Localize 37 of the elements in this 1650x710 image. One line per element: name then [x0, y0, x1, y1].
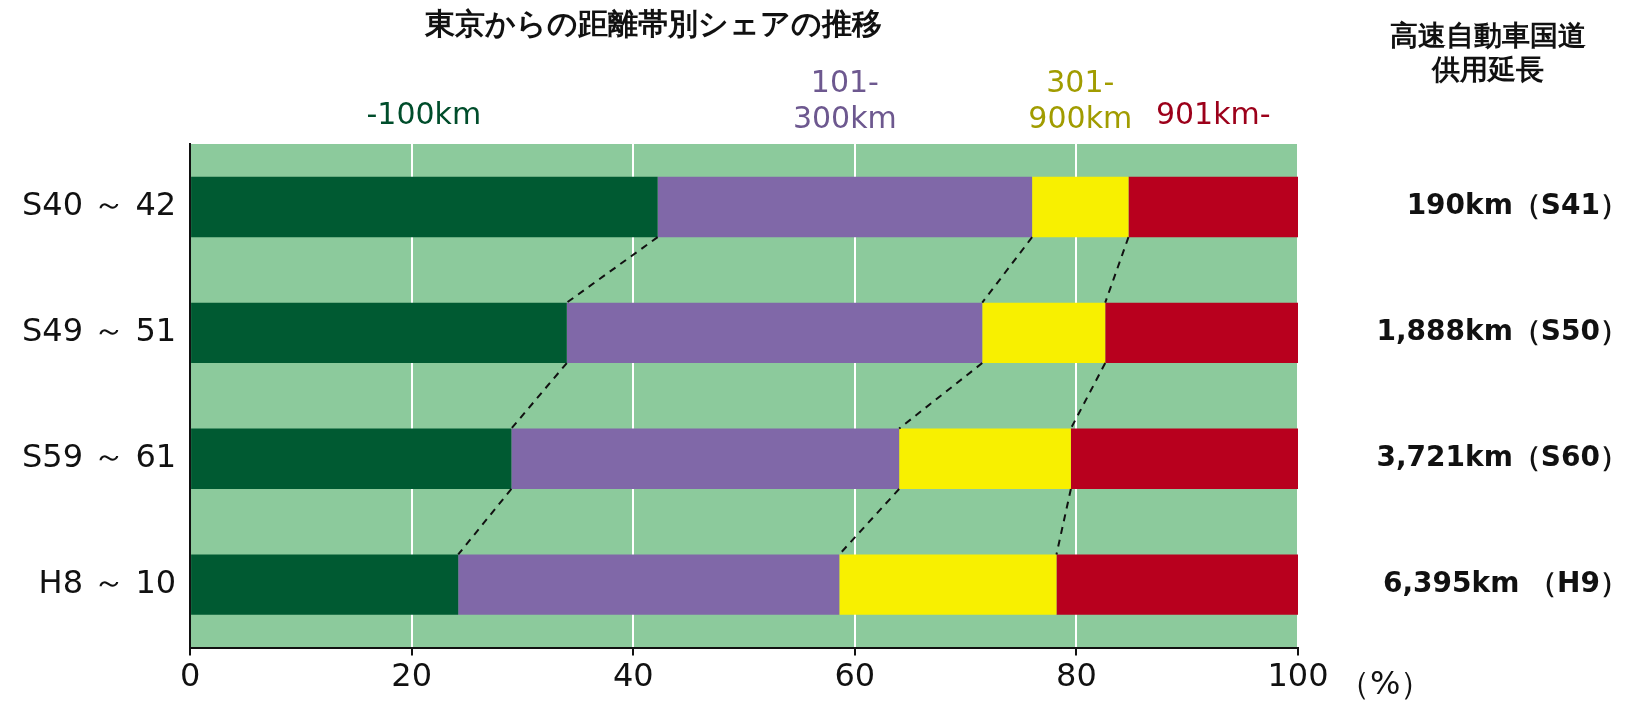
x-tick-label: 60 — [834, 656, 876, 695]
bar — [458, 554, 840, 615]
bar — [511, 428, 900, 489]
text: 6,395km （H9） — [1382, 565, 1628, 599]
text: 190km（S41） — [1406, 188, 1628, 222]
bar — [1032, 176, 1129, 238]
bar — [982, 302, 1106, 364]
bar — [191, 176, 658, 238]
x-tick-label: 100 — [1267, 656, 1329, 695]
bar — [566, 302, 983, 364]
bar — [191, 302, 567, 364]
text: 3,721km（S60） — [1376, 440, 1628, 474]
bar — [1056, 554, 1298, 615]
bar — [191, 554, 459, 615]
text: 1,888km（S50） — [1376, 314, 1628, 348]
bar — [1105, 302, 1298, 364]
x-tick-label: 0 — [179, 656, 201, 695]
bar — [657, 176, 1033, 238]
x-tick-label: 20 — [391, 656, 433, 695]
series-label: 901km- — [1155, 96, 1271, 131]
bar — [191, 428, 512, 489]
bar — [839, 554, 1057, 615]
bar — [1070, 428, 1298, 489]
text: 高速自動車国道供用延長 — [1390, 19, 1586, 87]
series-label: -100km — [366, 96, 482, 131]
bar — [899, 428, 1071, 489]
chart-title: 東京からの距離帯別シェアの推移 — [423, 5, 882, 41]
series-label: 101- 300km — [792, 64, 897, 135]
x-axis-title: （%） — [1338, 663, 1433, 702]
series-label: 301- 900km — [1028, 64, 1133, 135]
x-tick-label: 40 — [612, 656, 654, 695]
y-tick-label: S59 ～ 61 — [22, 437, 177, 476]
x-tick-label: 80 — [1056, 656, 1097, 695]
y-tick-label: S49 ～ 51 — [22, 311, 177, 350]
y-tick-label: H8 ～ 10 — [38, 562, 177, 601]
bar — [1128, 176, 1298, 238]
y-tick-label: S40 ～ 42 — [22, 185, 177, 224]
